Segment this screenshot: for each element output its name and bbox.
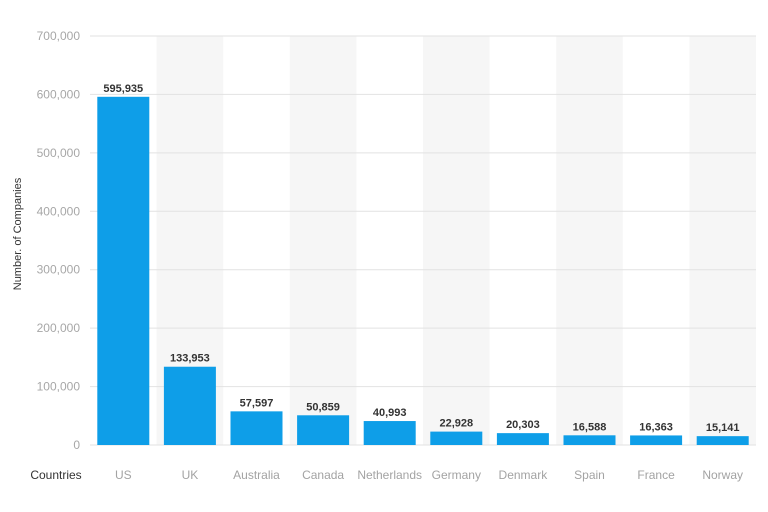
bar-norway: [696, 436, 749, 445]
bar-germany: [430, 431, 483, 445]
y-tick-label: 500,000: [37, 146, 81, 160]
y-tick-label: 300,000: [37, 263, 81, 277]
bar-denmark: [496, 433, 549, 445]
data-label: 20,303: [506, 419, 540, 431]
y-tick-label: 400,000: [37, 204, 81, 218]
y-tick-label: 100,000: [37, 380, 81, 394]
bar-uk: [163, 366, 216, 445]
data-label: 16,588: [573, 421, 607, 433]
x-category-label: Spain: [574, 468, 605, 482]
column-band: [289, 36, 357, 445]
data-label: 40,993: [373, 407, 407, 419]
bar-canada: [297, 415, 350, 445]
bar-france: [630, 435, 683, 445]
bar-netherlands: [363, 421, 416, 445]
bars: [97, 96, 749, 445]
column-band: [423, 36, 490, 445]
column-band: [689, 36, 756, 445]
x-category-label: Australia: [233, 468, 280, 482]
data-label: 595,935: [103, 83, 143, 95]
x-category-label: US: [115, 468, 132, 482]
y-axis-ticks: 0 100,000 200,000 300,000 400,000 500,000 600,…: [37, 29, 81, 452]
data-labels: 595,935 133,953 57,597 50,859 40,993 22,928 20…: [103, 83, 739, 434]
x-axis-categories: US UK Australia Canada Netherlands Germany Den…: [115, 468, 743, 482]
x-category-label: Norway: [702, 468, 743, 482]
column-bands: [156, 36, 756, 445]
x-category-label: Germany: [432, 468, 481, 482]
data-label: 57,597: [240, 397, 274, 409]
data-label: 50,859: [306, 401, 340, 413]
bar-spain: [563, 435, 616, 445]
data-label: 16,363: [639, 421, 673, 433]
y-axis-title: Number. of Companies: [12, 177, 24, 290]
data-label: 22,928: [439, 418, 473, 430]
x-category-label: Netherlands: [357, 468, 422, 482]
bar-us: [97, 96, 150, 445]
data-label: 15,141: [706, 422, 740, 434]
column-band: [556, 36, 623, 445]
data-label: 133,953: [170, 353, 210, 365]
x-axis-title: Countries: [30, 468, 81, 482]
x-category-label: Canada: [302, 468, 344, 482]
y-tick-label: 0: [73, 438, 80, 452]
x-category-label: France: [637, 468, 675, 482]
y-tick-label: 200,000: [37, 321, 81, 335]
x-category-label: UK: [182, 468, 199, 482]
y-tick-label: 600,000: [37, 87, 81, 101]
bar-australia: [230, 411, 283, 445]
y-tick-label: 700,000: [37, 29, 81, 43]
x-category-label: Denmark: [499, 468, 549, 482]
